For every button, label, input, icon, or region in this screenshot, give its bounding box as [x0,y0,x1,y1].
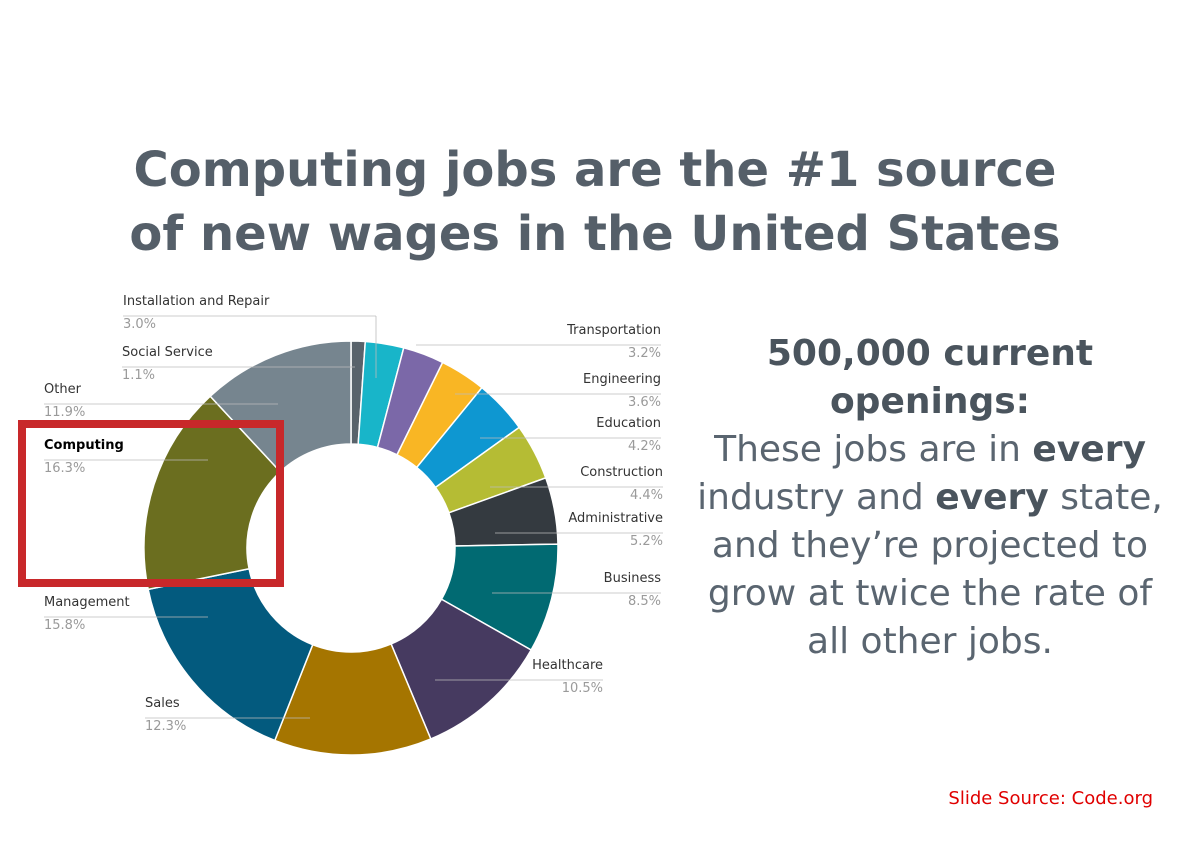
donut-slice [147,567,314,742]
slice-value-label: 15.8% [44,618,85,633]
slice-value-label: 3.0% [123,317,156,332]
slice-value-label: 16.3% [44,461,85,476]
title: Computing jobs are the #1 source of new … [0,138,1190,266]
slice-label: Other [44,382,82,397]
slice-value-label: 4.4% [630,488,663,503]
slice-label: Sales [145,696,180,711]
slice-label: Business [604,571,662,586]
slice-value-label: 1.1% [122,368,155,383]
slice-label: Education [596,416,661,431]
slice-label: Management [44,595,130,610]
slice-value-label: 3.2% [628,346,661,361]
slice-label: Transportation [566,323,661,338]
title-line: of new wages in the United States [129,206,1061,262]
slice-value-label: 8.5% [628,594,661,609]
slice-value-label: 5.2% [630,534,663,549]
title-line: Computing jobs are the #1 source [133,142,1057,198]
slice-value-label: 10.5% [562,681,603,696]
slice-label: Construction [580,465,663,480]
slice-label: Social Service [122,345,213,360]
slice-value-label: 4.2% [628,439,661,454]
side-part: These jobs are in [714,429,1033,470]
side-part: every [935,477,1049,518]
side-part: industry and [697,477,936,518]
side-part: every [1032,429,1146,470]
donut-slice [143,395,282,591]
highlight-box [18,420,284,587]
slice-label: Computing [44,438,124,453]
slice-label: Engineering [583,372,661,387]
side-text: 500,000 current openings: These jobs are… [695,330,1165,666]
side-heading: 500,000 current openings: [766,333,1094,422]
slice-label: Healthcare [532,658,603,673]
slice-label: Installation and Repair [123,294,270,309]
side-part: state, and they’re projected to grow at … [707,477,1163,662]
source: Slide Source: Code.org [948,788,1153,809]
slice-value-label: 12.3% [145,719,186,734]
slice-label: Administrative [568,511,663,526]
donut-slice [209,340,352,473]
slice-value-label: 3.6% [628,395,661,410]
slice-value-label: 11.9% [44,405,85,420]
